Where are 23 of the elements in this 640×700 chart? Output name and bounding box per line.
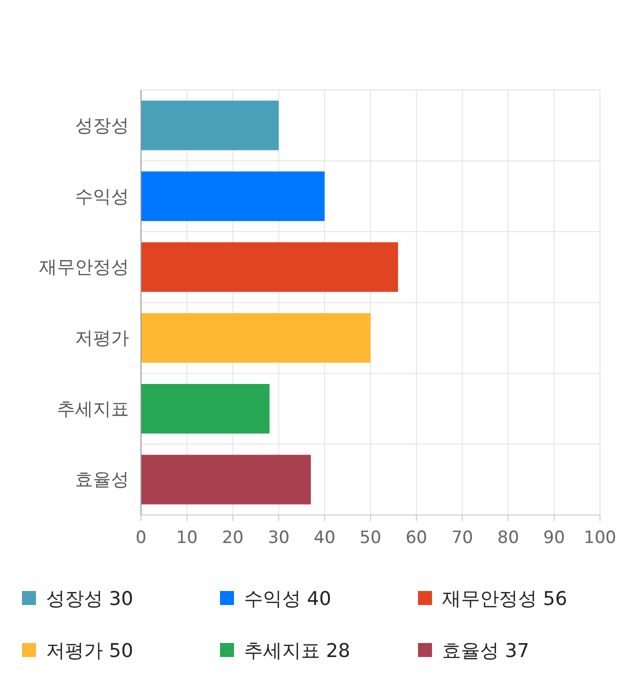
legend-label: 효율성 37 [442, 640, 530, 662]
legend-label: 재무안정성 56 [442, 588, 568, 610]
x-tick-label: 10 [176, 528, 198, 548]
legend-label: 수익성 40 [244, 588, 332, 610]
legend-label: 저평가 50 [46, 640, 134, 662]
legend-label: 추세지표 28 [244, 640, 350, 662]
legend-label: 성장성 30 [46, 588, 134, 610]
y-tick-label: 수익성 [75, 186, 129, 208]
x-tick-label: 30 [268, 528, 290, 548]
y-tick-label: 성장성 [75, 115, 129, 136]
y-tick-label: 저평가 [75, 328, 129, 349]
y-tick-label: 재무안정성 [39, 257, 129, 278]
x-tick-label: 100 [584, 528, 616, 548]
x-tick-label: 40 [314, 528, 336, 548]
x-tick-label: 20 [222, 528, 244, 548]
x-tick-label: 60 [406, 528, 428, 548]
x-tick-label: 70 [451, 528, 474, 548]
x-tick-label: 50 [360, 528, 382, 548]
y-tick-label: 추세지표 [57, 398, 129, 420]
x-tick-label: 90 [543, 528, 565, 548]
x-tick-label: 0 [136, 528, 146, 548]
x-tick-label: 80 [497, 528, 520, 548]
y-tick-label: 효율성 [75, 470, 129, 491]
